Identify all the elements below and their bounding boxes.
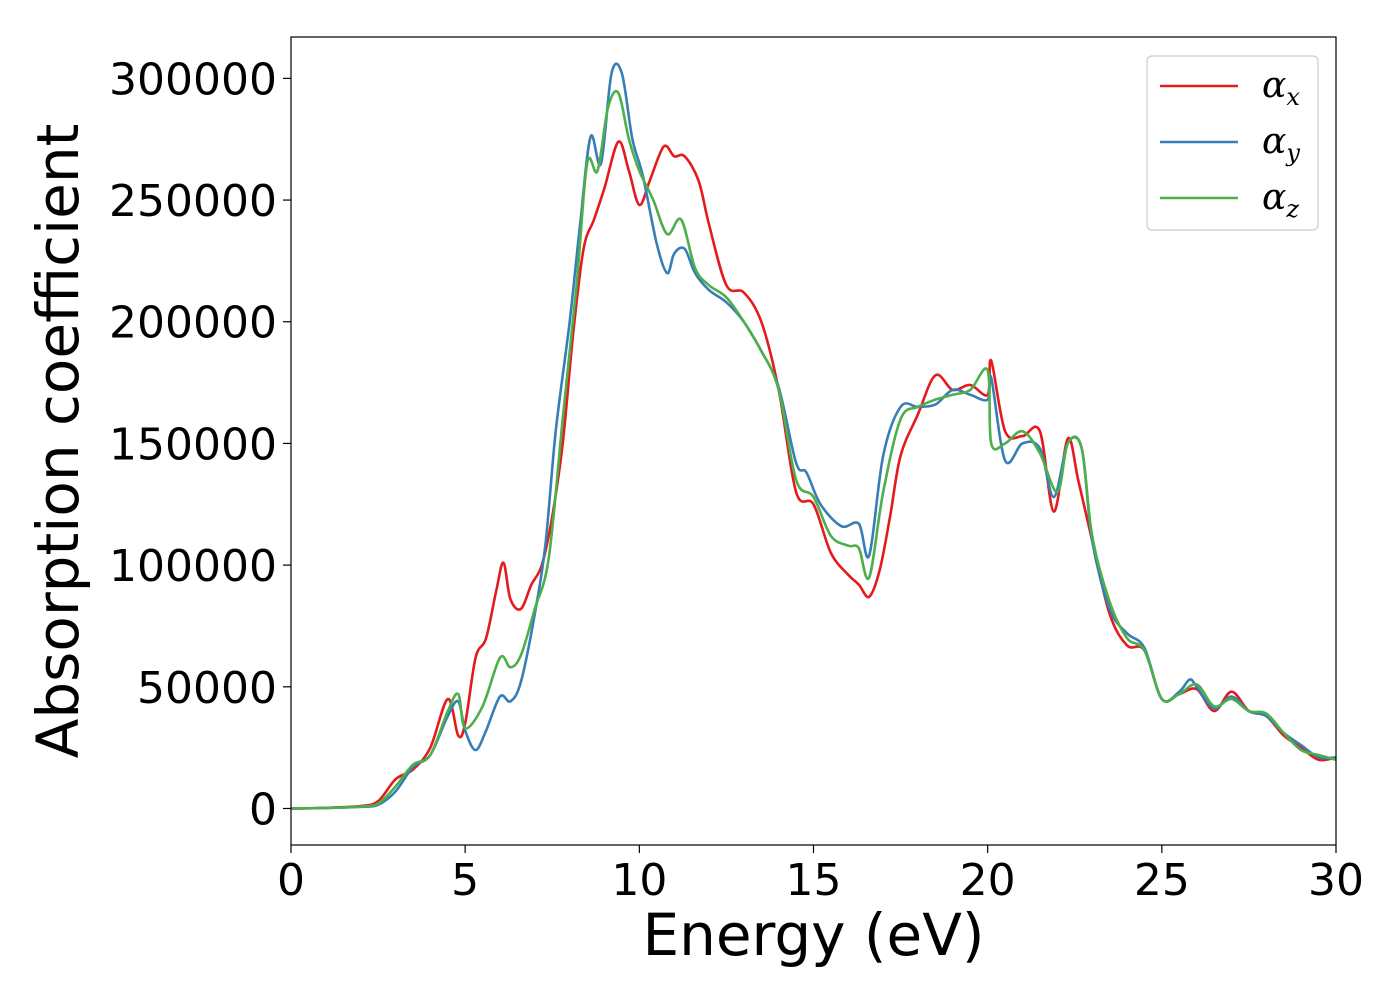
x-tick-label: 5 — [451, 855, 479, 906]
y-tick-label: 0 — [249, 784, 277, 835]
y-tick-label: 250000 — [109, 176, 277, 227]
y-tick-label: 100000 — [109, 541, 277, 592]
x-tick-label: 10 — [611, 855, 667, 906]
x-tick-label: 20 — [960, 855, 1016, 906]
y-tick-label: 50000 — [137, 663, 277, 714]
x-tick-label: 0 — [277, 855, 305, 906]
y-tick-label: 300000 — [109, 54, 277, 105]
x-tick-label: 30 — [1308, 855, 1364, 906]
ticks-layer: 0 5 10 15 20 25 30 0 50000 100000 150000 200000 2500… — [109, 54, 1364, 906]
x-tick-label: 15 — [786, 855, 842, 906]
x-tick-label: 25 — [1134, 855, 1190, 906]
y-tick-label: 200000 — [109, 298, 277, 349]
y-axis-label: Absorption coefficient — [24, 124, 92, 759]
legend-label-y: αy — [1262, 121, 1300, 167]
series-layer — [290, 62, 1337, 810]
series-line-z — [290, 89, 1337, 810]
y-tick-label: 150000 — [109, 419, 277, 470]
legend-label-x: αx — [1262, 65, 1300, 111]
x-axis-label: Energy (eV) — [642, 901, 984, 969]
legend-label-z: αz — [1262, 177, 1299, 223]
legend: αx αy αz — [1146, 55, 1319, 231]
